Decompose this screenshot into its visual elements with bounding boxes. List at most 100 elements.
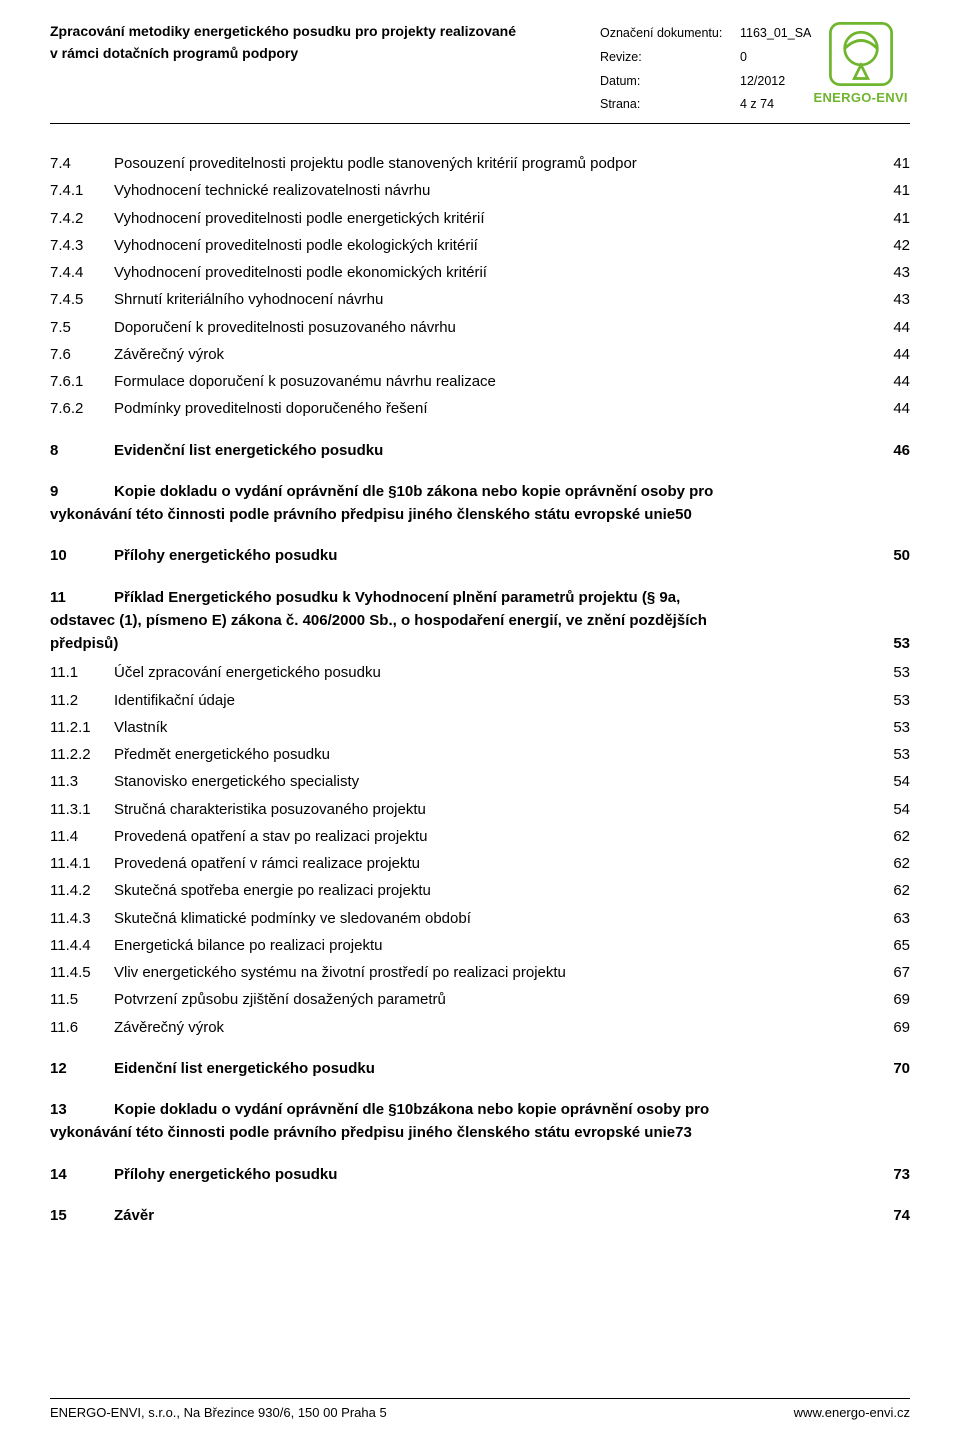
meta-rev-value: 0 — [740, 46, 747, 70]
toc-title: Shrnutí kriteriálního vyhodnocení návrhu — [114, 288, 870, 311]
toc-title: Podmínky proveditelnosti doporučeného ře… — [114, 397, 870, 420]
toc-num: 11.3.1 — [50, 798, 114, 821]
toc-row: 7.4Posouzení proveditelnosti projektu po… — [50, 152, 910, 175]
toc-page: 70 — [870, 1057, 910, 1080]
toc-num: 11.4.2 — [50, 879, 114, 902]
toc-page: 43 — [870, 261, 910, 284]
toc-row: 11.5Potvrzení způsobu zjištění dosaženýc… — [50, 988, 910, 1011]
toc-page: 73 — [870, 1163, 910, 1186]
toc-page: 41 — [870, 152, 910, 175]
toc-num: 11.4.5 — [50, 961, 114, 984]
toc-para-line1: 11Příklad Energetického posudku k Vyhodn… — [50, 586, 910, 609]
toc-title: Přílohy energetického posudku — [114, 1163, 870, 1186]
toc-num: 7.5 — [50, 316, 114, 339]
toc-para-line3: předpisů)53 — [50, 632, 910, 655]
toc-title: Provedená opatření a stav po realizaci p… — [114, 825, 870, 848]
meta-row-rev: Revize: 0 — [600, 46, 811, 70]
toc-title: Doporučení k proveditelnosti posuzovanéh… — [114, 316, 870, 339]
toc-group-11: 11.1Účel zpracování energetického posudk… — [50, 661, 910, 1039]
toc-section-14: 14Přílohy energetického posudku73 — [50, 1163, 910, 1186]
meta-row-doc: Označení dokumentu: 1163_01_SA — [600, 22, 811, 46]
toc-page: 62 — [870, 825, 910, 848]
toc-row: 7.4.2Vyhodnocení proveditelnosti podle e… — [50, 207, 910, 230]
toc-page: 44 — [870, 397, 910, 420]
doc-meta: Označení dokumentu: 1163_01_SA Revize: 0… — [600, 20, 811, 117]
toc-page: 53 — [870, 661, 910, 684]
toc-row: 7.6.2Podmínky proveditelnosti doporučené… — [50, 397, 910, 420]
meta-date-value: 12/2012 — [740, 70, 785, 94]
toc-row: 11.4.4Energetická bilance po realizaci p… — [50, 934, 910, 957]
toc-num: 14 — [50, 1163, 114, 1186]
toc-title: Vyhodnocení technické realizovatelnosti … — [114, 179, 870, 202]
toc-num: 11.1 — [50, 661, 114, 684]
toc-para-line1: 9Kopie dokladu o vydání oprávnění dle §1… — [50, 480, 910, 503]
meta-rev-label: Revize: — [600, 46, 740, 70]
toc-num: 11.3 — [50, 770, 114, 793]
toc-section-10: 10Přílohy energetického posudku50 — [50, 544, 910, 567]
toc-title: Vliv energetického systému na životní pr… — [114, 961, 870, 984]
page-footer: ENERGO-ENVI, s.r.o., Na Březince 930/6, … — [50, 1398, 910, 1420]
toc-section-11: 11Příklad Energetického posudku k Vyhodn… — [50, 586, 910, 656]
toc-section-13: 13Kopie dokladu o vydání oprávnění dle §… — [50, 1098, 910, 1145]
toc-num: 11 — [50, 586, 114, 609]
doc-title-line1: Zpracování metodiky energetického posudk… — [50, 20, 600, 42]
toc-para-line1: 13Kopie dokladu o vydání oprávnění dle §… — [50, 1098, 910, 1121]
toc-page: 62 — [870, 879, 910, 902]
table-of-contents: 7.4Posouzení proveditelnosti projektu po… — [50, 152, 910, 1227]
footer-left: ENERGO-ENVI, s.r.o., Na Březince 930/6, … — [50, 1405, 387, 1420]
logo: ENERGO-ENVI — [811, 20, 910, 117]
meta-date-label: Datum: — [600, 70, 740, 94]
toc-row: 11.4.2Skutečná spotřeba energie po reali… — [50, 879, 910, 902]
toc-row: 11.3Stanovisko energetického specialisty… — [50, 770, 910, 793]
toc-num: 11.2.1 — [50, 716, 114, 739]
toc-num: 12 — [50, 1057, 114, 1080]
toc-row: 11.6Závěrečný výrok69 — [50, 1016, 910, 1039]
toc-section-8: 8Evidenční list energetického posudku46 — [50, 439, 910, 462]
toc-num: 7.4.5 — [50, 288, 114, 311]
toc-num: 7.6 — [50, 343, 114, 366]
toc-title: Skutečná klimatické podmínky ve sledovan… — [114, 907, 870, 930]
toc-page: 65 — [870, 934, 910, 957]
toc-row: 7.6Závěrečný výrok44 — [50, 343, 910, 366]
doc-title-line2: v rámci dotačních programů podpory — [50, 42, 600, 64]
toc-num: 7.4.4 — [50, 261, 114, 284]
toc-num: 7.4.2 — [50, 207, 114, 230]
footer-right: www.energo-envi.cz — [794, 1405, 910, 1420]
toc-row: 11.3.1Stručná charakteristika posuzované… — [50, 798, 910, 821]
meta-row-date: Datum: 12/2012 — [600, 70, 811, 94]
toc-title: Vyhodnocení proveditelnosti podle energe… — [114, 207, 870, 230]
toc-page: 53 — [870, 689, 910, 712]
toc-title: Eidenční list energetického posudku — [114, 1057, 870, 1080]
toc-title: Stručná charakteristika posuzovaného pro… — [114, 798, 870, 821]
toc-title: Přílohy energetického posudku — [114, 544, 870, 567]
toc-title: Vyhodnocení proveditelnosti podle ekolog… — [114, 234, 870, 257]
toc-title: Účel zpracování energetického posudku — [114, 661, 870, 684]
toc-page: 50 — [870, 544, 910, 567]
toc-row: 7.4.5Shrnutí kriteriálního vyhodnocení n… — [50, 288, 910, 311]
toc-page: 69 — [870, 988, 910, 1011]
toc-title: Skutečná spotřeba energie po realizaci p… — [114, 879, 870, 902]
toc-row: 11.2Identifikační údaje53 — [50, 689, 910, 712]
toc-row: 11.1Účel zpracování energetického posudk… — [50, 661, 910, 684]
toc-row: 11.4.5Vliv energetického systému na živo… — [50, 961, 910, 984]
toc-title: Potvrzení způsobu zjištění dosažených pa… — [114, 988, 870, 1011]
toc-page: 62 — [870, 852, 910, 875]
toc-num: 11.2 — [50, 689, 114, 712]
toc-row: 7.6.1Formulace doporučení k posuzovanému… — [50, 370, 910, 393]
toc-section-9: 9Kopie dokladu o vydání oprávnění dle §1… — [50, 480, 910, 527]
toc-num: 11.6 — [50, 1016, 114, 1039]
toc-page: 42 — [870, 234, 910, 257]
header-right: Označení dokumentu: 1163_01_SA Revize: 0… — [600, 20, 910, 117]
toc-title: Kopie dokladu o vydání oprávnění dle §10… — [114, 1101, 709, 1118]
toc-title: Závěr — [114, 1204, 870, 1227]
toc-page: 53 — [870, 743, 910, 766]
toc-num: 9 — [50, 480, 114, 503]
toc-row: 11.2.2Předmět energetického posudku53 — [50, 743, 910, 766]
toc-num: 7.4 — [50, 152, 114, 175]
toc-row: 7.5Doporučení k proveditelnosti posuzova… — [50, 316, 910, 339]
toc-page: 53 — [870, 632, 910, 655]
toc-page: 44 — [870, 343, 910, 366]
toc-title: předpisů) — [50, 632, 870, 655]
toc-title: Vyhodnocení proveditelnosti podle ekonom… — [114, 261, 870, 284]
toc-num: 7.4.1 — [50, 179, 114, 202]
